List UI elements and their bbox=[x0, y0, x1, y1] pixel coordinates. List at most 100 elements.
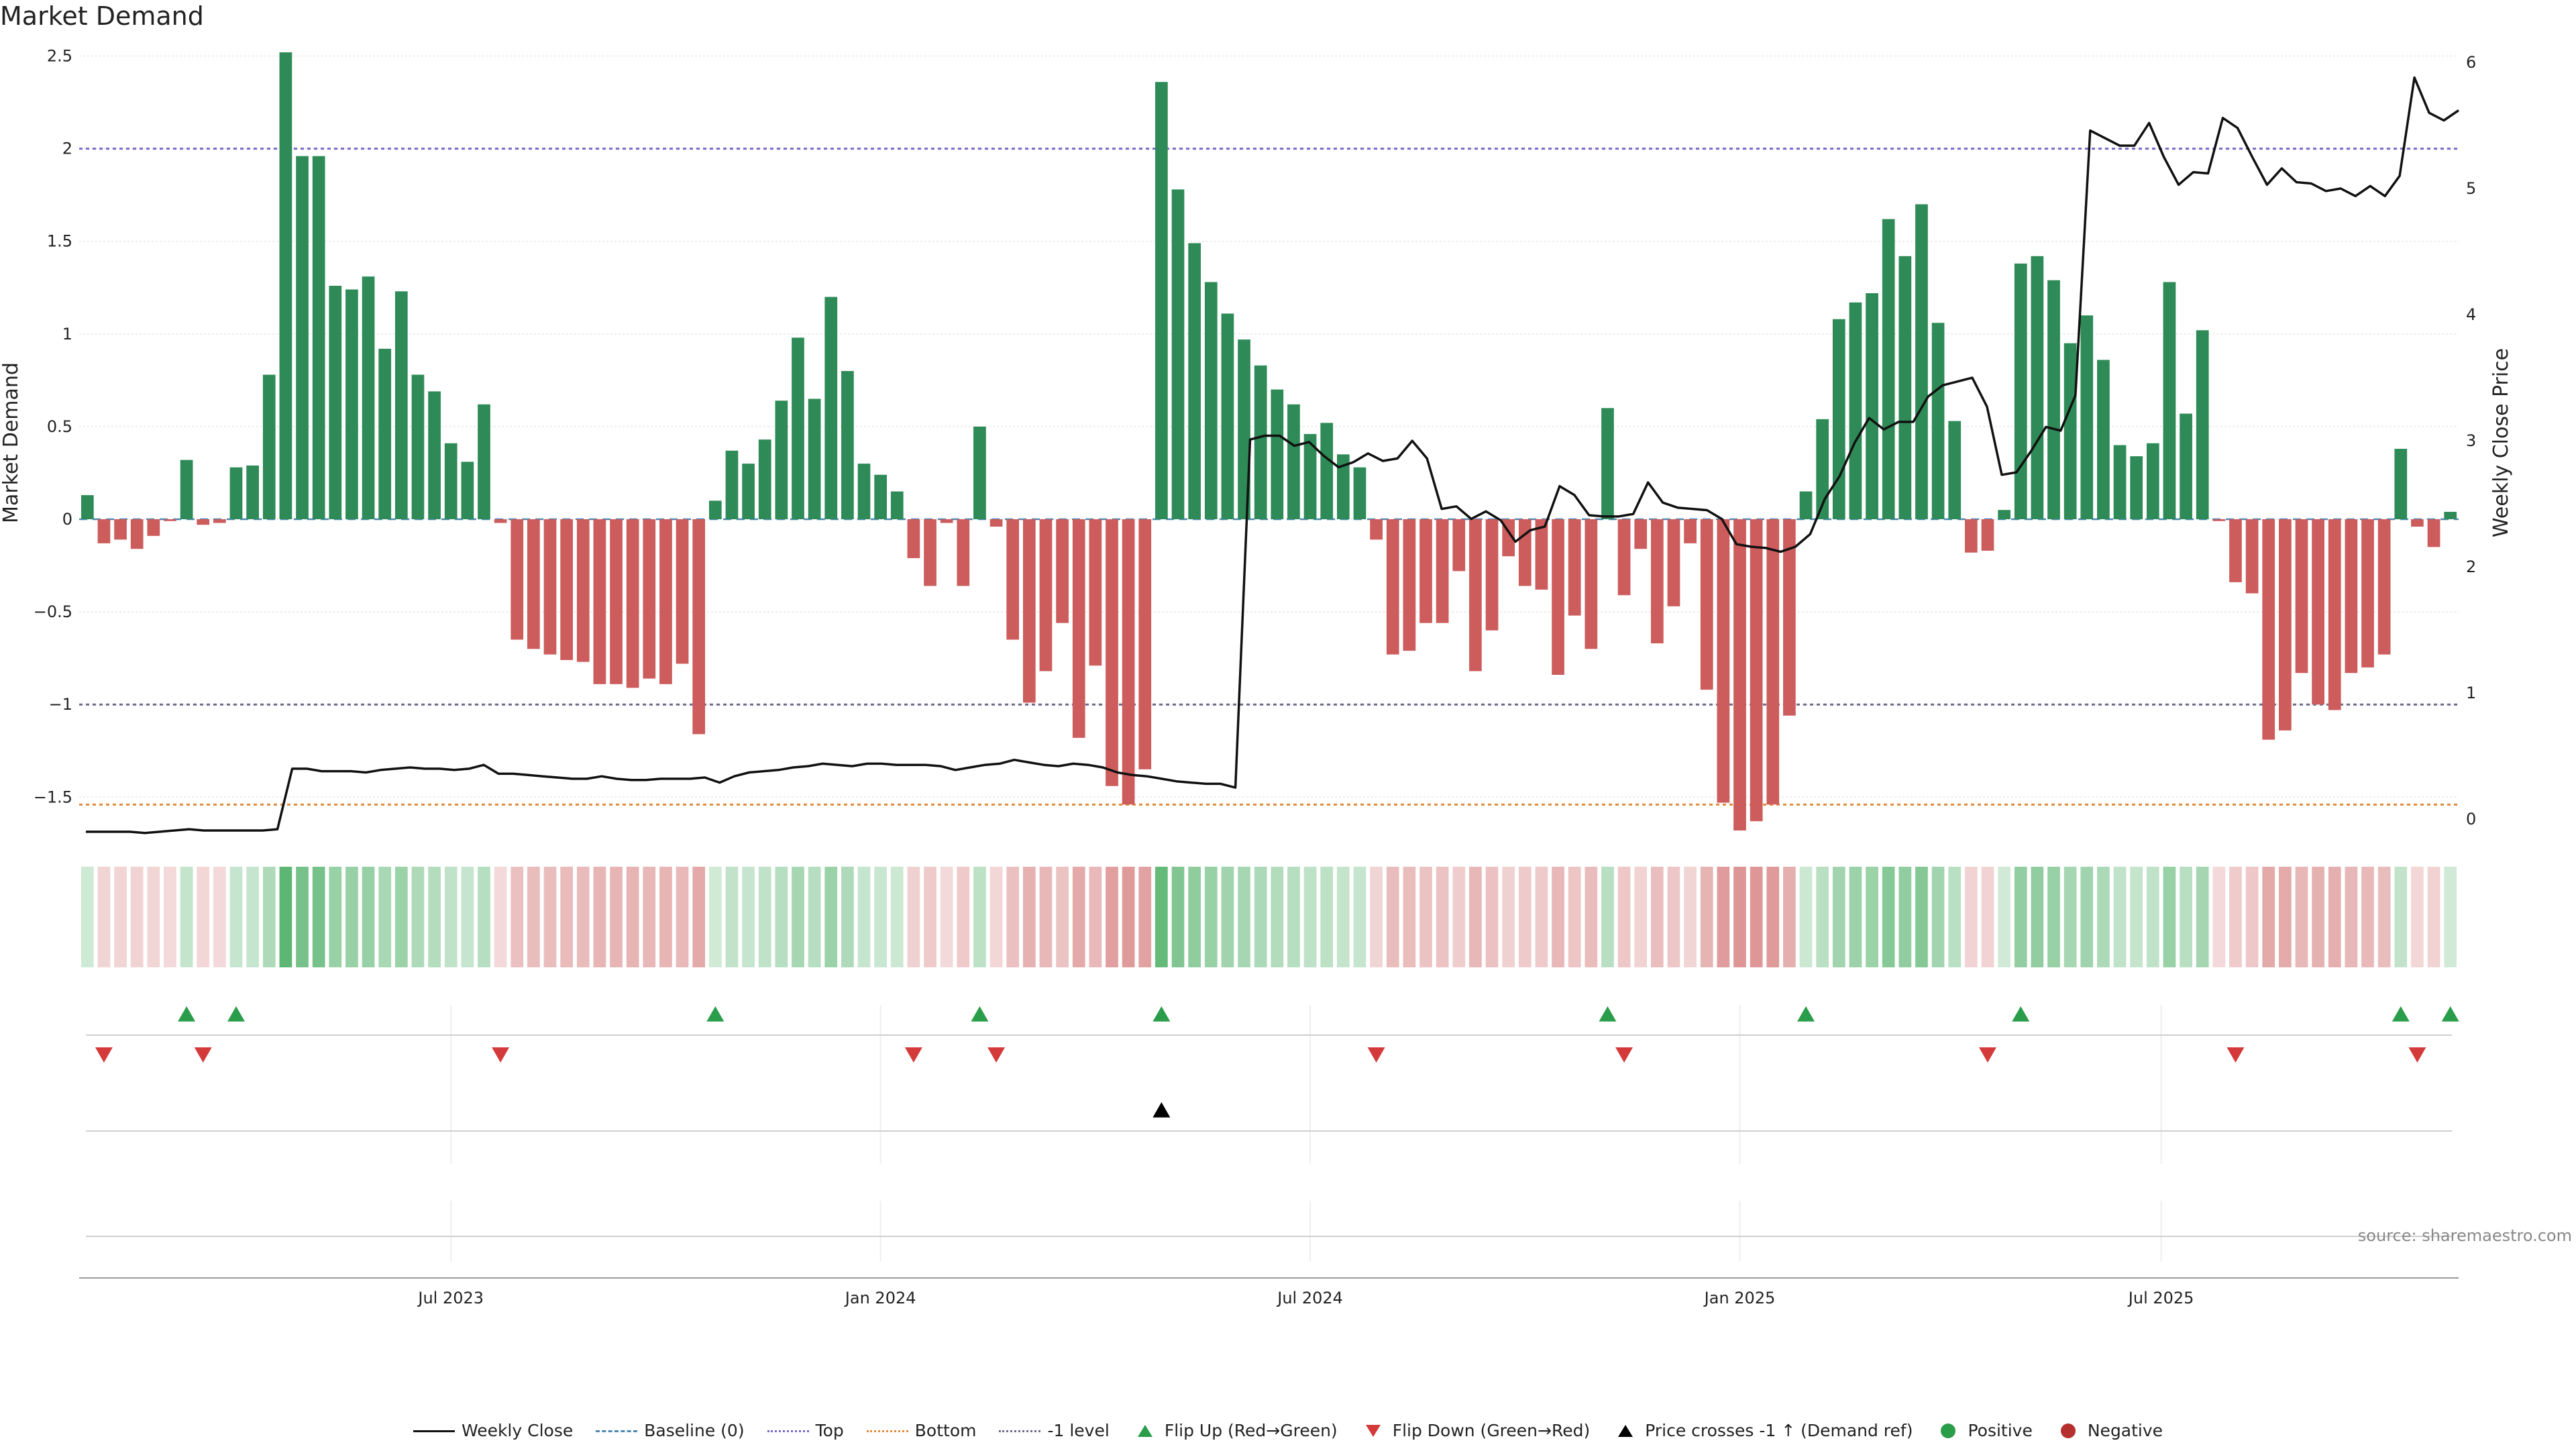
heat-cell bbox=[130, 867, 144, 967]
heat-cell bbox=[1849, 867, 1862, 967]
heat-cell bbox=[279, 867, 292, 967]
legend-item: -1 level bbox=[999, 1421, 1110, 1440]
reference-lines bbox=[79, 148, 2459, 806]
heat-cell bbox=[2328, 867, 2341, 967]
x-tick-label: Jul 2023 bbox=[417, 1289, 484, 1307]
heat-cell bbox=[1832, 867, 1845, 967]
demand-bar bbox=[1535, 519, 1548, 590]
chart-title: Market Demand bbox=[0, 1, 204, 31]
heat-cell bbox=[428, 867, 441, 967]
demand-bar bbox=[792, 337, 804, 519]
heat-cell bbox=[1303, 867, 1317, 967]
demand-bar bbox=[1981, 519, 1994, 551]
heat-cell bbox=[560, 867, 574, 967]
demand-bar bbox=[2196, 330, 2209, 519]
heat-cell bbox=[1238, 867, 1250, 967]
heat-cell bbox=[262, 867, 276, 967]
demand-bar bbox=[1601, 408, 1614, 519]
legend-label: Price crosses -1 ↑ (Demand ref) bbox=[1645, 1421, 1913, 1440]
heat-cell bbox=[246, 867, 259, 967]
demand-bar bbox=[742, 464, 755, 519]
heat-cell bbox=[543, 867, 557, 967]
left-y-axis: 2.5 2 1.5 1 0.5 0 −0.5 −1 −1.5 bbox=[34, 47, 72, 807]
demand-bar bbox=[2444, 511, 2457, 519]
heat-cell bbox=[1915, 867, 1928, 967]
heat-cell bbox=[511, 867, 524, 967]
demand-bar bbox=[147, 519, 160, 536]
demand-bar bbox=[1155, 82, 1168, 519]
demand-bar bbox=[890, 491, 904, 519]
demand-bar bbox=[1089, 519, 1102, 666]
demand-bar bbox=[1866, 293, 1878, 519]
demand-bar bbox=[610, 519, 623, 684]
demand-bar bbox=[1948, 421, 1962, 519]
demand-bar bbox=[1287, 404, 1300, 519]
demand-bar bbox=[1221, 313, 1234, 519]
demand-bar bbox=[824, 297, 838, 519]
heat-cell bbox=[1271, 867, 1284, 967]
demand-bar bbox=[1915, 204, 1928, 519]
heat-cell bbox=[2180, 867, 2192, 967]
demand-bar bbox=[378, 348, 392, 519]
demand-bar bbox=[411, 374, 425, 519]
heat-cell bbox=[80, 867, 94, 967]
legend-item: Flip Up (Red→Green) bbox=[1132, 1421, 1338, 1440]
heat-cell bbox=[1353, 867, 1366, 967]
heat-cell bbox=[527, 867, 540, 967]
y2-tick-label: 1 bbox=[2466, 684, 2476, 702]
heat-cell bbox=[2411, 867, 2424, 967]
heat-cell bbox=[1155, 867, 1168, 967]
heat-cell bbox=[1122, 867, 1135, 967]
demand-bar bbox=[1271, 389, 1284, 519]
demand-bar bbox=[1931, 323, 1945, 519]
heat-cell bbox=[1204, 867, 1218, 967]
legend-label: Flip Down (Green→Red) bbox=[1392, 1421, 1591, 1440]
legend-label: Baseline (0) bbox=[644, 1421, 745, 1440]
demand-bar bbox=[2163, 282, 2176, 519]
heat-cell bbox=[1370, 867, 1383, 967]
y-tick-label: −1 bbox=[49, 695, 72, 714]
flip-down-marker bbox=[1615, 1047, 1633, 1063]
demand-bar bbox=[478, 404, 490, 519]
heat-cell bbox=[1056, 867, 1069, 967]
heat-cell bbox=[1188, 867, 1201, 967]
heat-cell bbox=[890, 867, 904, 967]
demand-bar bbox=[2295, 519, 2308, 674]
heat-cell bbox=[792, 867, 804, 967]
heat-cell bbox=[2097, 867, 2110, 967]
heat-cell bbox=[1386, 867, 1399, 967]
legend-key bbox=[2060, 1423, 2076, 1438]
heat-cell bbox=[2245, 867, 2259, 967]
demand-bar bbox=[296, 156, 309, 519]
heat-cell bbox=[758, 867, 771, 967]
heat-cell bbox=[708, 867, 722, 967]
heat-cell bbox=[2262, 867, 2275, 967]
y-tick-label: 2 bbox=[62, 140, 72, 158]
heat-cell bbox=[1006, 867, 1020, 967]
y2-tick-label: 5 bbox=[2466, 179, 2476, 198]
flip-markers bbox=[95, 1006, 2459, 1063]
demand-bar bbox=[907, 519, 920, 558]
source-label: source: sharemaestro.com bbox=[2358, 1226, 2572, 1245]
heat-cell bbox=[1898, 867, 1912, 967]
heat-cell bbox=[1750, 867, 1763, 967]
heat-cell bbox=[478, 867, 490, 967]
heat-cell bbox=[2047, 867, 2060, 967]
demand-bar bbox=[1039, 519, 1053, 672]
demand-bar bbox=[2361, 519, 2374, 667]
heat-cell bbox=[1089, 867, 1102, 967]
heat-cell bbox=[2163, 867, 2176, 967]
flip-down-marker bbox=[95, 1047, 113, 1063]
demand-bar bbox=[1072, 519, 1085, 738]
x-axis: Jul 2023 Jan 2024 Jul 2024 Jan 2025 Jul 2025 bbox=[79, 1034, 2459, 1307]
y2-axis-label: Weekly Close Price bbox=[2489, 348, 2513, 537]
heat-cell bbox=[1585, 867, 1598, 967]
heat-cell bbox=[1650, 867, 1664, 967]
demand-bar bbox=[1650, 519, 1664, 644]
heat-cell bbox=[2427, 867, 2440, 967]
demand-bar bbox=[1419, 519, 1432, 623]
demand-bar bbox=[197, 519, 210, 525]
demand-bar bbox=[2411, 519, 2424, 527]
demand-bar bbox=[758, 439, 771, 519]
heat-cell bbox=[593, 867, 606, 967]
